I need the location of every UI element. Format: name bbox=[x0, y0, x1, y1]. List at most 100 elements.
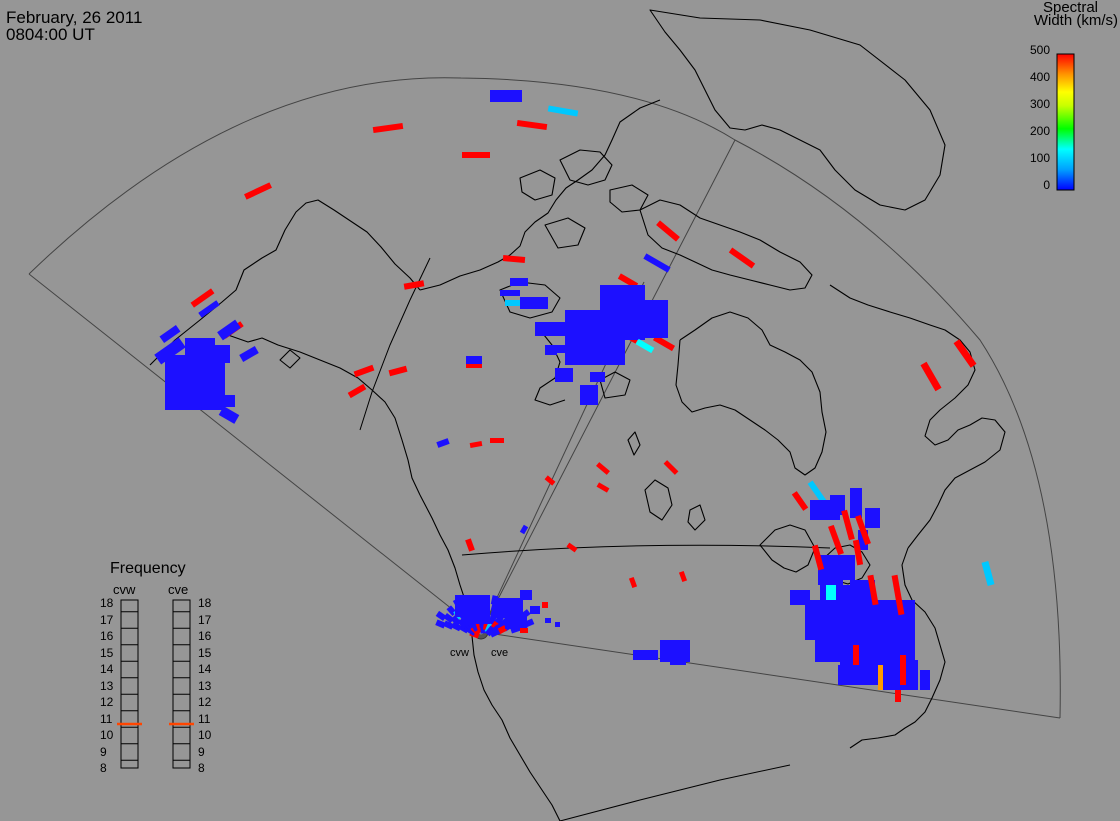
backscatter-cell bbox=[542, 602, 548, 608]
backscatter-cell bbox=[840, 640, 895, 665]
backscatter-cell bbox=[239, 346, 259, 362]
backscatter-cell bbox=[530, 606, 540, 614]
backscatter-cell bbox=[545, 345, 557, 355]
frequency-level-left-8: 8 bbox=[100, 761, 107, 775]
field-of-view bbox=[28, 77, 1061, 719]
frequency-bars bbox=[117, 599, 194, 769]
backscatter-cell bbox=[466, 356, 482, 366]
backscatter-cell bbox=[663, 460, 679, 475]
backscatter-cell bbox=[590, 372, 605, 382]
frequency-tick-lines bbox=[121, 611, 190, 761]
frequency-level-left-17: 17 bbox=[100, 612, 114, 627]
backscatter-cell bbox=[826, 585, 836, 600]
island-arctic-1 bbox=[559, 149, 613, 186]
backscatter-cell bbox=[555, 368, 573, 382]
lake-winnipeg bbox=[644, 479, 673, 521]
backscatter-cell bbox=[596, 482, 610, 493]
backscatter-cell bbox=[678, 570, 688, 583]
backscatter-cell bbox=[490, 90, 522, 102]
backscatter-cell bbox=[633, 650, 658, 660]
backscatter-cell bbox=[198, 300, 220, 318]
backscatter-cell bbox=[495, 598, 523, 618]
west-coast bbox=[419, 494, 561, 821]
backscatter-cell bbox=[520, 590, 532, 600]
backscatter-cell bbox=[388, 365, 408, 377]
backscatter-cell bbox=[489, 628, 501, 638]
frequency-level-left-11: 11 bbox=[100, 711, 113, 726]
backscatter-cell bbox=[596, 462, 610, 475]
site-label-cve: cve bbox=[491, 647, 509, 659]
backscatter-cell bbox=[545, 618, 551, 623]
frequency-level-left-15: 15 bbox=[100, 645, 114, 660]
backscatter-cell bbox=[443, 620, 454, 630]
backscatter-cell bbox=[891, 574, 905, 616]
backscatter-cell bbox=[353, 364, 375, 378]
backscatter-cell bbox=[516, 119, 548, 131]
backscatter-cell bbox=[656, 220, 680, 242]
coast-mid-1 bbox=[534, 329, 566, 406]
frequency-title: Frequency bbox=[110, 560, 186, 577]
fov-west-edge bbox=[28, 273, 482, 633]
coast-mid-2 bbox=[279, 349, 301, 369]
frequency-level-right-8: 8 bbox=[198, 761, 205, 775]
backscatter-cell bbox=[920, 670, 930, 690]
arctic-coast bbox=[419, 99, 661, 291]
backscatter-cell bbox=[566, 542, 578, 553]
frequency-level-right-13: 13 bbox=[198, 678, 212, 693]
backscatter-cell bbox=[617, 273, 639, 289]
backscatter-cell bbox=[544, 475, 556, 486]
backscatter-cell bbox=[791, 491, 809, 511]
backscatter-cell bbox=[435, 619, 446, 629]
frequency-level-left-9: 9 bbox=[100, 744, 107, 759]
frequency-bar-cvw bbox=[120, 599, 139, 769]
backscatter-cell bbox=[218, 406, 240, 424]
backscatter-cell bbox=[505, 300, 520, 306]
backscatter-cell bbox=[852, 539, 864, 566]
canada-us-border bbox=[461, 544, 831, 556]
backscatter-cell bbox=[900, 655, 906, 685]
backscatter-cell bbox=[555, 345, 565, 353]
backscatter-cell bbox=[853, 645, 859, 665]
date-label: February, 26 2011 bbox=[6, 8, 143, 27]
backscatter-cell bbox=[807, 480, 827, 504]
backscatter-cell bbox=[200, 395, 235, 407]
colorbar-tick-100: 100 bbox=[1029, 151, 1050, 165]
colorbar bbox=[1056, 53, 1075, 191]
backscatter-cell bbox=[403, 280, 425, 290]
backscatter-cells bbox=[154, 90, 995, 702]
backscatter-cell bbox=[190, 288, 215, 308]
backscatter-cell bbox=[535, 322, 570, 336]
backscatter-cell bbox=[217, 319, 241, 341]
backscatter-cell bbox=[838, 665, 878, 685]
backscatter-cell bbox=[850, 488, 862, 518]
backscatter-cell bbox=[244, 182, 272, 200]
backscatter-cell bbox=[858, 530, 868, 550]
backscatter-cell bbox=[643, 253, 671, 273]
time-label: 0804:00 UT bbox=[6, 25, 95, 44]
backscatter-cell bbox=[205, 345, 230, 363]
backscatter-cell bbox=[790, 590, 810, 605]
backscatter-cell bbox=[520, 628, 528, 633]
frequency-level-left-18: 18 bbox=[100, 596, 114, 610]
site-label-cvw: cvw bbox=[450, 647, 469, 659]
backscatter-cell bbox=[630, 300, 668, 338]
backscatter-cell bbox=[462, 152, 490, 158]
backscatter-cell bbox=[865, 508, 880, 528]
frequency-label-cve: cve bbox=[168, 582, 189, 597]
coast-mid-3 bbox=[599, 371, 631, 399]
backscatter-cell bbox=[811, 544, 825, 571]
backscatter-cell bbox=[372, 122, 404, 134]
colorbar-tick-300: 300 bbox=[1029, 97, 1050, 111]
colorbar-tick-400: 400 bbox=[1029, 70, 1050, 84]
frequency-level-left-12: 12 bbox=[100, 695, 114, 709]
backscatter-cell bbox=[981, 561, 995, 586]
colorbar-tick-200: 200 bbox=[1029, 124, 1050, 138]
backscatter-cell bbox=[628, 576, 638, 589]
backscatter-cell bbox=[920, 361, 942, 392]
frequency-level-right-10: 10 bbox=[198, 728, 212, 742]
backscatter-cell bbox=[466, 364, 482, 368]
frequency-level-right-11: 11 bbox=[198, 711, 211, 726]
backscatter-cell bbox=[815, 640, 845, 662]
